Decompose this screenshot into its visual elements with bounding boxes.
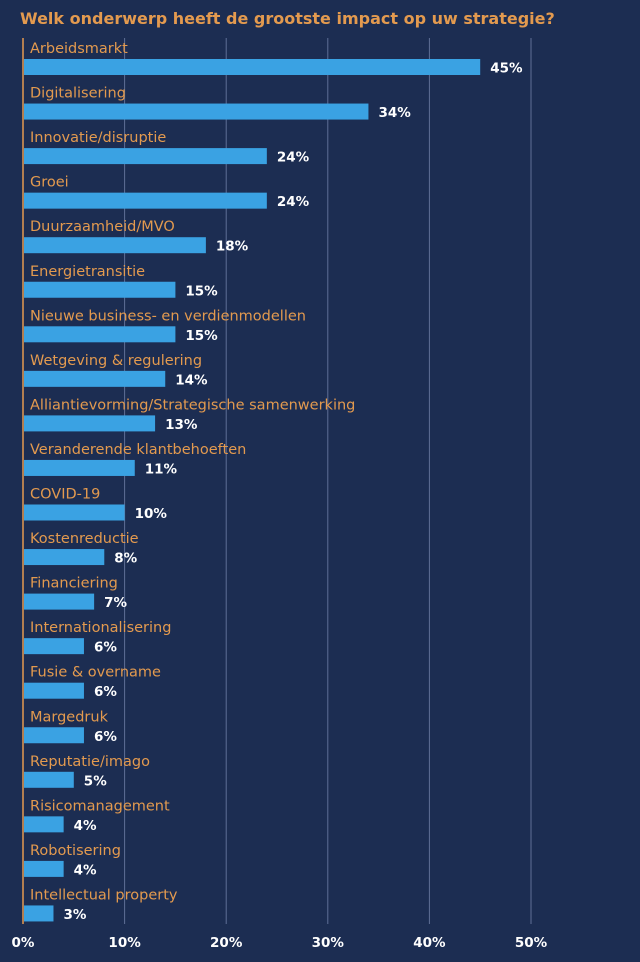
category-label: Wetgeving & regulering <box>30 353 202 369</box>
x-axis-ticks: 0% 10% 20% 30% 40% 50% <box>12 935 548 951</box>
x-tick-label: 10% <box>108 935 141 951</box>
category-label: Fusie & overname <box>30 665 161 681</box>
bar <box>24 281 176 298</box>
gridlines <box>124 38 532 924</box>
category-label: Alliantievorming/Strategische samenwerki… <box>30 397 355 413</box>
x-tick-label: 40% <box>413 935 446 951</box>
bar <box>24 771 74 788</box>
value-label: 4% <box>74 862 97 878</box>
category-label: Reputatie/imago <box>30 754 150 770</box>
value-label: 10% <box>135 506 168 522</box>
bar <box>24 148 267 165</box>
value-label: 7% <box>104 595 127 611</box>
category-label: Internationalisering <box>30 620 171 636</box>
category-label: Robotisering <box>30 843 121 859</box>
category-label: Innovatie/disruptie <box>30 130 166 146</box>
bar <box>24 504 125 521</box>
value-label: 18% <box>216 239 249 255</box>
bar <box>24 905 54 922</box>
value-label: 24% <box>277 150 310 166</box>
value-label: 11% <box>145 461 178 477</box>
category-label: Nieuwe business- en verdienmodellen <box>30 308 306 324</box>
x-tick-label: 30% <box>312 935 345 951</box>
category-label: Groei <box>30 175 69 191</box>
category-label: Risicomanagement <box>30 798 170 814</box>
value-label: 6% <box>94 640 117 656</box>
value-label: 6% <box>94 729 117 745</box>
bar <box>24 549 105 566</box>
category-label: Veranderende klantbehoeften <box>30 442 246 458</box>
value-label: 34% <box>378 105 411 121</box>
bar <box>24 860 64 877</box>
bar <box>24 638 84 655</box>
bar <box>24 415 156 432</box>
bar <box>24 593 95 610</box>
value-label: 14% <box>175 372 208 388</box>
category-label: Arbeidsmarkt <box>30 41 128 57</box>
value-label: 5% <box>84 773 107 789</box>
bar <box>24 727 84 744</box>
category-label: Financiering <box>30 576 118 592</box>
value-label: 8% <box>114 551 137 567</box>
value-label: 15% <box>185 328 218 344</box>
value-label: 15% <box>185 283 218 299</box>
bar <box>24 459 135 476</box>
value-label: 13% <box>165 417 198 433</box>
chart-title: Welk onderwerp heeft de grootste impact … <box>20 9 555 28</box>
category-label: Duurzaamheid/MVO <box>30 219 175 235</box>
category-label: Energietransitie <box>30 264 145 280</box>
bar <box>24 326 176 343</box>
x-tick-label: 20% <box>210 935 243 951</box>
bar <box>24 370 166 387</box>
bar <box>24 816 64 833</box>
category-label: Margedruk <box>30 709 109 725</box>
bar <box>24 103 369 120</box>
bar <box>24 682 84 699</box>
value-label: 3% <box>63 907 86 923</box>
bar <box>24 237 206 254</box>
value-label: 45% <box>490 61 523 77</box>
category-label: Kostenreductie <box>30 531 139 547</box>
x-tick-label: 50% <box>515 935 548 951</box>
value-label: 6% <box>94 684 117 700</box>
bar <box>24 192 267 209</box>
value-label: 24% <box>277 194 310 210</box>
category-label: Intellectual property <box>30 887 178 903</box>
bars: Arbeidsmarkt 45% Digitalisering 34% Innovati… <box>24 41 523 923</box>
value-label: 4% <box>74 818 97 834</box>
x-tick-label: 0% <box>12 935 35 951</box>
category-label: Digitalisering <box>30 86 126 102</box>
bar <box>24 59 481 75</box>
category-label: COVID-19 <box>30 487 100 503</box>
